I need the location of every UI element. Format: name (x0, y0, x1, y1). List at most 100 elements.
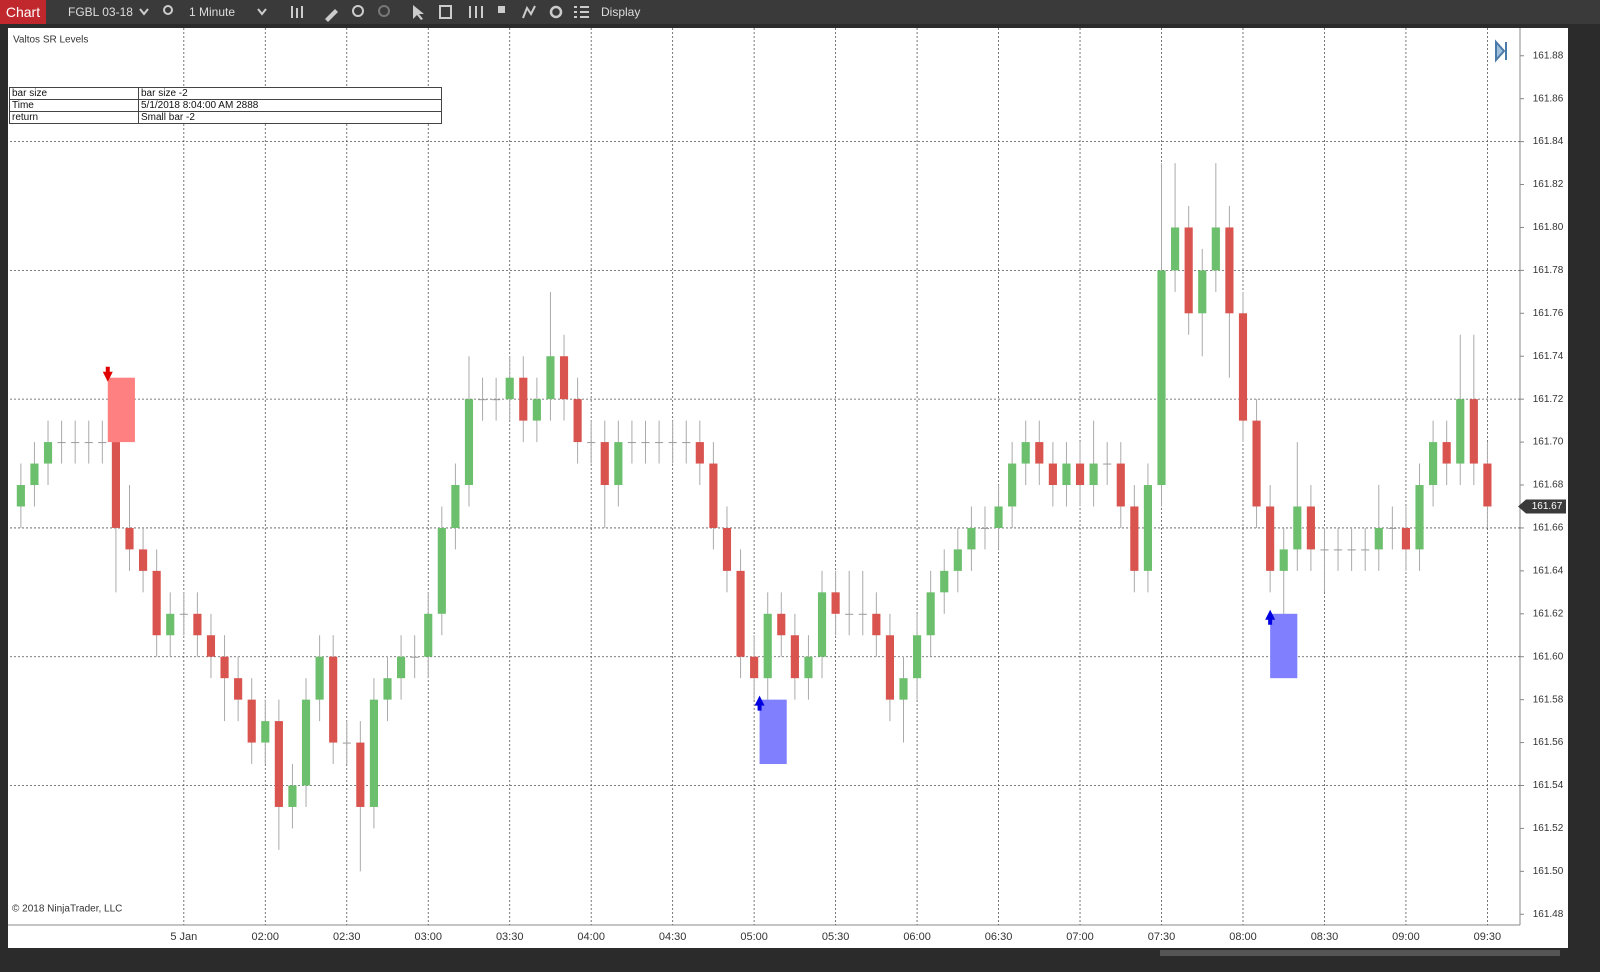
y-tick-label: 161.54 (1533, 780, 1564, 791)
grid: 5 Jan 02:00 02:30 03:00 03:30 04:00 04:30 05:00… (10, 28, 1564, 943)
properties-icon[interactable] (574, 6, 589, 18)
candle-body (288, 785, 297, 807)
candle-body (329, 656, 338, 743)
info-value: 5/1/2018 8:04:00 AM 2888 (138, 99, 442, 112)
toolbar-icons (139, 5, 589, 22)
pointer-icon[interactable] (413, 5, 424, 20)
candle-body (1279, 549, 1288, 571)
dropdown-icon[interactable] (139, 8, 149, 16)
candle-body (16, 485, 25, 507)
candle-body (872, 613, 881, 636)
candle-body (1211, 227, 1220, 271)
y-tick-label: 161.84 (1533, 136, 1564, 147)
candle-body (206, 635, 216, 657)
y-tick-label: 161.66 (1533, 523, 1564, 534)
candle-body (899, 678, 908, 700)
strategy-icon[interactable] (522, 5, 536, 19)
x-tick-label: 04:30 (659, 931, 687, 943)
x-tick-label: 06:00 (903, 931, 931, 943)
x-tick-label: 09:00 (1392, 931, 1420, 943)
candle-body (695, 442, 704, 464)
candle-body (1361, 549, 1370, 551)
candle-body (1225, 227, 1234, 314)
signal-arrow (1265, 609, 1276, 625)
candle-body (71, 442, 80, 444)
candle-body (261, 721, 270, 743)
candle-body (247, 699, 256, 743)
candle-body (967, 527, 976, 550)
y-tick-label: 161.88 (1533, 50, 1564, 61)
candle-body (342, 742, 351, 744)
candle-body (519, 377, 528, 421)
candle-body (709, 463, 718, 528)
candle-body (492, 399, 501, 401)
y-tick-label: 161.64 (1533, 566, 1564, 577)
y-tick-label: 161.80 (1533, 222, 1564, 233)
candle-body (682, 442, 691, 444)
candle-body (1320, 549, 1329, 551)
candle-body (30, 463, 39, 486)
candle-body (1442, 442, 1451, 464)
candle-body (994, 506, 1003, 528)
y-tick-label: 161.74 (1533, 351, 1564, 362)
candle-body (627, 442, 636, 444)
x-tick-label: 05:00 (740, 931, 768, 943)
candle-body (1198, 270, 1207, 314)
y-tick-label: 161.50 (1533, 866, 1564, 877)
candle-body (790, 635, 799, 679)
candle-body (1021, 442, 1030, 464)
zoom-in-icon[interactable] (352, 5, 364, 17)
instrument-select[interactable]: FGBL 03-18 (68, 5, 133, 19)
x-tick-label: 08:30 (1311, 931, 1339, 943)
candle-body (98, 442, 107, 444)
y-tick-label: 161.48 (1533, 909, 1564, 920)
scroll-to-end-icon[interactable] (1495, 39, 1507, 63)
candle-body (1089, 463, 1098, 486)
y-tick-label: 161.72 (1533, 394, 1564, 405)
copyright: © 2018 NinjaTrader, LLC (12, 904, 122, 915)
candle-body (1252, 420, 1261, 507)
candle-body (464, 399, 474, 486)
candle-body (1143, 485, 1153, 571)
data-box-icon[interactable] (439, 5, 452, 19)
chart-tab[interactable]: Chart (0, 0, 46, 24)
candle-body (777, 613, 786, 636)
candle-body (1116, 463, 1125, 507)
candle-body (641, 442, 650, 444)
y-tick-label: 161.52 (1533, 823, 1564, 834)
search-icon[interactable] (163, 5, 173, 15)
templates-icon[interactable] (469, 6, 483, 18)
candle-body (451, 485, 460, 528)
candle-body (831, 592, 840, 614)
y-tick-label: 161.82 (1533, 179, 1564, 190)
workspace-icon[interactable] (498, 6, 505, 13)
scrollbar-thumb[interactable] (1160, 950, 1560, 956)
candle-body (926, 592, 935, 636)
dropdown-icon[interactable] (257, 8, 267, 16)
info-table: bar size bar size -2 Time 5/1/2018 8:04:00… (9, 87, 442, 124)
x-tick-label: 06:30 (985, 931, 1013, 943)
candle-body (587, 442, 596, 444)
candle-body (1075, 463, 1085, 486)
candle-body (1171, 227, 1180, 271)
draw-icon[interactable] (325, 9, 338, 22)
display-button[interactable]: Display (601, 5, 641, 19)
candle-body (668, 442, 677, 444)
candle-body (193, 613, 202, 636)
candle-body (1401, 527, 1411, 550)
candle-body (532, 399, 541, 421)
candle-body (424, 613, 433, 657)
reload-icon[interactable] (549, 5, 563, 19)
x-tick-label: 05:30 (822, 931, 850, 943)
bars-icon[interactable] (291, 6, 303, 18)
candle-body (43, 442, 53, 464)
candle-body (1184, 227, 1193, 314)
x-tick-label: 04:00 (577, 931, 605, 943)
candle-body (410, 656, 419, 658)
candle-body (885, 635, 895, 700)
chart-panel (8, 28, 1568, 948)
zoom-out-icon[interactable] (378, 5, 390, 17)
interval-select[interactable]: 1 Minute (189, 5, 236, 19)
candle-body (356, 742, 365, 807)
